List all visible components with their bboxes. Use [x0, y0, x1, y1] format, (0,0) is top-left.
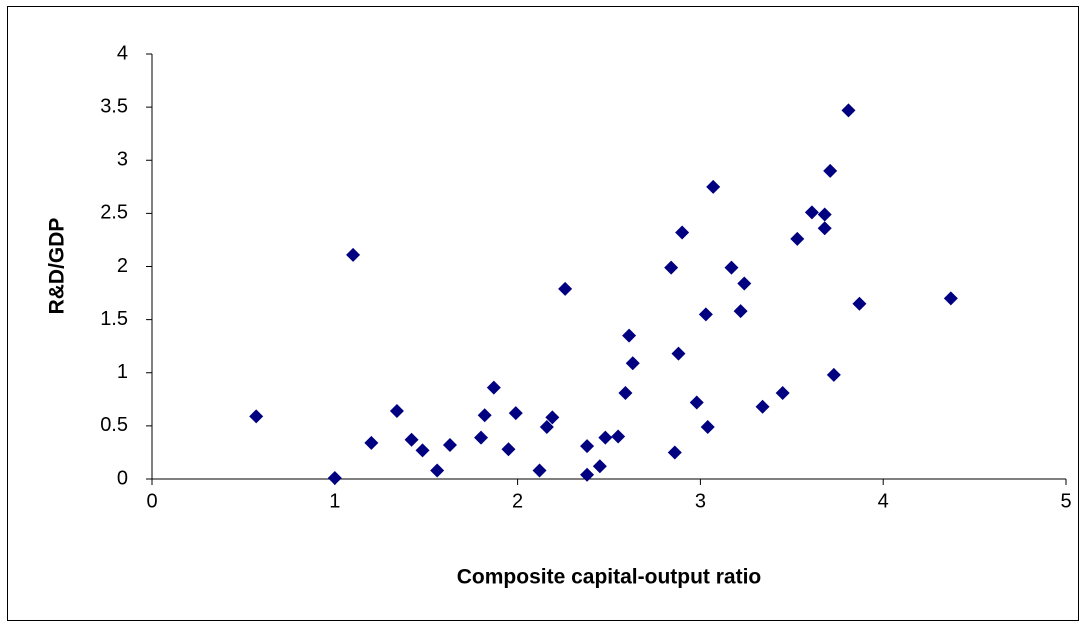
y-tick-label: 2.5 [100, 202, 128, 224]
point [249, 409, 264, 424]
point [841, 103, 856, 118]
y-tick-label: 0 [117, 467, 128, 489]
point [724, 260, 739, 275]
point [733, 304, 748, 319]
point [622, 328, 637, 343]
x-tick-label: 2 [512, 490, 523, 512]
point [346, 247, 361, 262]
point [826, 367, 841, 382]
point [532, 463, 547, 478]
point [364, 435, 379, 450]
point [404, 432, 419, 447]
point [667, 445, 682, 460]
point [477, 408, 492, 423]
point [415, 443, 430, 458]
point [580, 467, 595, 482]
point [790, 231, 805, 246]
y-tick-label: 1 [117, 361, 128, 383]
point [817, 221, 832, 236]
point [611, 429, 626, 444]
point [706, 179, 721, 194]
point [598, 430, 613, 445]
point [327, 470, 342, 485]
point [675, 225, 690, 240]
point [508, 406, 523, 421]
y-axis-title: R&D/GDP [46, 218, 69, 315]
point [700, 419, 715, 434]
point [442, 438, 457, 452]
chart-border [7, 6, 1079, 621]
point [664, 260, 679, 275]
y-tick-label: 4 [117, 42, 128, 64]
point [474, 430, 489, 445]
point [618, 385, 633, 400]
point [823, 163, 838, 178]
point [698, 307, 713, 322]
point [501, 442, 516, 457]
point [804, 205, 819, 220]
point [430, 463, 445, 478]
point [775, 385, 790, 400]
x-axis-title: Composite capital-output ratio [457, 566, 762, 589]
point [486, 380, 501, 395]
point [545, 410, 560, 425]
point [689, 395, 704, 410]
point [539, 419, 554, 434]
point [943, 291, 958, 306]
x-tick-label: 3 [695, 490, 706, 512]
y-tick-label: 3.5 [100, 95, 128, 117]
point [817, 207, 832, 222]
x-tick-label: 5 [1060, 490, 1071, 512]
point [592, 459, 607, 474]
point [625, 356, 640, 371]
y-tick-label: 1.5 [100, 308, 128, 330]
point [737, 276, 752, 291]
x-tick-label: 0 [146, 490, 157, 512]
y-tick-label: 2 [117, 255, 128, 277]
x-tick-label: 4 [878, 490, 889, 512]
point [389, 404, 404, 418]
point [755, 399, 770, 414]
point [558, 281, 573, 296]
y-tick-label: 0.5 [100, 414, 128, 436]
point [580, 439, 595, 454]
point [671, 346, 686, 361]
y-tick-label: 3 [117, 149, 128, 171]
point [852, 296, 867, 311]
x-tick-label: 1 [329, 490, 340, 512]
